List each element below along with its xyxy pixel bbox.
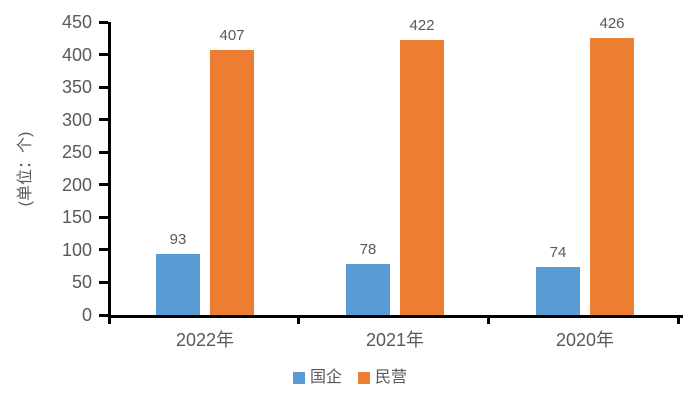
- y-tick-mark: [99, 118, 108, 122]
- bar-国企-2020年: [536, 266, 580, 315]
- y-tick-label: 400: [61, 44, 92, 65]
- legend-label: 国企: [309, 369, 342, 386]
- x-axis-line: [108, 315, 683, 318]
- y-tick-label: 200: [61, 174, 92, 195]
- legend-label: 民营: [375, 369, 408, 386]
- legend-swatch-icon: [358, 372, 370, 384]
- bar-value-label: 93: [169, 231, 187, 249]
- bar-国企-2021年: [346, 264, 390, 315]
- y-tick-mark: [99, 280, 108, 284]
- x-axis-category-label: 2020年: [555, 330, 615, 350]
- y-tick-mark: [99, 313, 108, 317]
- bar-value-label: 407: [219, 26, 245, 44]
- legend-item-民营: 民营: [358, 367, 407, 389]
- x-axis-tick-mark: [677, 318, 680, 324]
- y-tick-mark: [99, 248, 108, 252]
- y-tick-mark: [99, 215, 108, 219]
- y-tick-label: 0: [81, 305, 92, 325]
- y-tick-mark: [99, 53, 108, 57]
- bar-value-label: 74: [549, 243, 567, 261]
- bar-民营-2020年: [590, 37, 634, 315]
- bar-民营-2021年: [400, 40, 444, 315]
- bar-value-label: 426: [599, 14, 625, 32]
- y-axis-line: [108, 22, 111, 324]
- legend-swatch-icon: [292, 372, 305, 384]
- bar-国企-2022年: [156, 254, 200, 315]
- x-axis-tick-mark: [487, 318, 490, 324]
- legend-item-国企: 国企: [292, 367, 342, 389]
- bar-value-label: 78: [359, 241, 377, 259]
- x-axis-category-label: 2021年: [365, 330, 425, 350]
- x-axis-tick-mark: [297, 318, 300, 324]
- legend: 国企 民营: [0, 367, 700, 389]
- y-tick-label: 300: [61, 109, 92, 130]
- y-tick-label: 50: [71, 272, 92, 293]
- bar-value-label: 422: [409, 17, 435, 35]
- y-tick-mark: [99, 20, 108, 24]
- bar-民营-2022年: [210, 49, 254, 315]
- y-tick-mark: [99, 85, 108, 89]
- x-axis-category-label: 2022年: [175, 330, 235, 350]
- y-tick-label: 150: [61, 207, 92, 228]
- y-tick-label: 350: [61, 77, 92, 98]
- y-tick-label: 100: [61, 239, 92, 260]
- y-tick-label: 450: [61, 12, 92, 32]
- y-tick-label: 250: [61, 142, 92, 163]
- y-tick-mark: [99, 150, 108, 154]
- y-tick-mark: [99, 183, 108, 187]
